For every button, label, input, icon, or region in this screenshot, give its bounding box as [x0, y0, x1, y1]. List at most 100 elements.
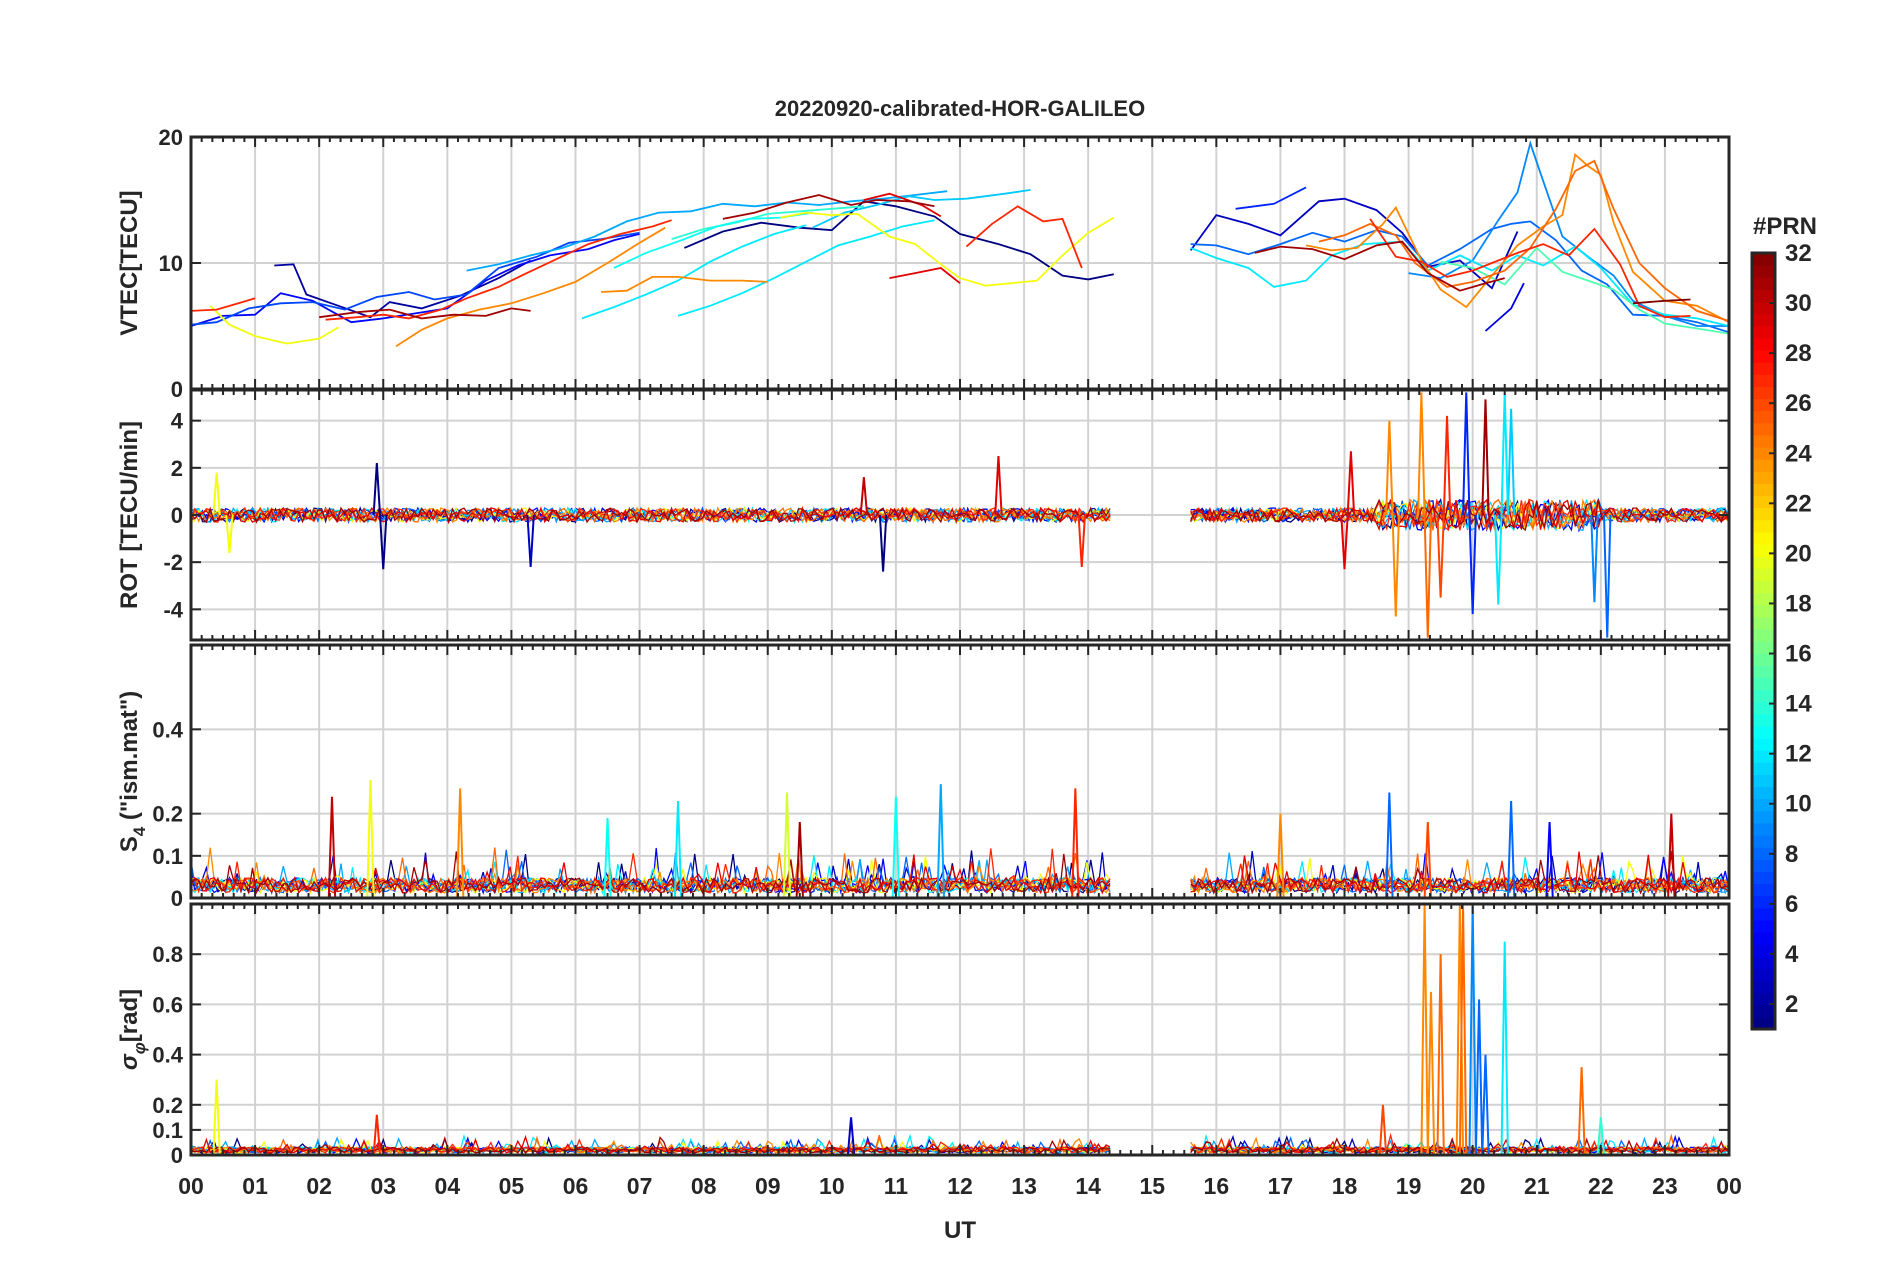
colorbar-step [1752, 495, 1775, 509]
x-tick-label: 15 [1139, 1173, 1165, 1199]
y-axis-label: ROT [TECU/min] [116, 421, 143, 609]
spike-prn-24 [1426, 991, 1436, 1155]
series-line-prn-12 [677, 219, 935, 317]
colorbar-step [1752, 774, 1775, 788]
colorbar-step [1752, 1016, 1775, 1030]
spike-prn-26 [1436, 514, 1445, 598]
y-tick-label: 20 [159, 125, 183, 150]
colorbar-step [1752, 568, 1775, 581]
series-line-prn-31 [319, 307, 531, 320]
spike-prn-20 [212, 472, 221, 516]
colorbar-step [1752, 810, 1775, 824]
colorbar-tick-label: 14 [1785, 691, 1812, 718]
series-line-prn-27 [325, 219, 672, 321]
colorbar-step [1752, 835, 1775, 848]
series-line-prn-31 [1254, 240, 1505, 292]
colorbar-tick-label: 26 [1785, 390, 1812, 417]
colorbar-tick-label: 30 [1785, 290, 1812, 317]
spike-prn-24 [1420, 904, 1429, 1155]
spike-prn-19 [782, 792, 792, 898]
colorbar-tick-label: 24 [1785, 440, 1812, 467]
spike-prn-12 [1500, 941, 1509, 1155]
colorbar-step [1752, 883, 1775, 897]
spike-prn-1 [372, 463, 382, 516]
x-tick-label: 17 [1268, 1173, 1294, 1199]
series-line-prn-27 [191, 297, 256, 312]
series-line-prn-24 [395, 226, 666, 347]
spike-prn-1 [878, 514, 888, 572]
colorbar-label: #PRN [1753, 213, 1817, 240]
colorbar-step [1752, 253, 1775, 266]
series-line-prn-24 [601, 276, 768, 293]
colorbar-step [1752, 362, 1775, 375]
panel-s4: 0 0.1 0.2 0.4S4 ("ism.mat") [116, 643, 1731, 911]
colorbar-tick-label: 16 [1785, 641, 1812, 668]
spike-prn-24 [1391, 514, 1400, 617]
series-line-prn-6 [1235, 186, 1307, 210]
y-tick-label: 0 [171, 377, 183, 402]
y-tick-label: 0.2 [152, 802, 183, 827]
panel-rot: -4 -2 0 2 4 ROT [TECU/min] [116, 388, 1731, 642]
series-line-prn-14 [671, 205, 864, 240]
x-tick-label: 21 [1524, 1173, 1550, 1199]
data-layer [191, 392, 1729, 638]
colorbar-step [1752, 410, 1775, 424]
x-tick-label: 07 [627, 1173, 653, 1199]
colorbar-step [1752, 434, 1775, 448]
colorbar-step [1752, 422, 1775, 436]
y-tick-label: 2 [171, 456, 183, 481]
y-tick-label: -4 [163, 597, 183, 622]
panel-sigma-phi: 00.10.2 0.4 0.6 0.8σφ[rad] [116, 902, 1731, 1168]
colorbar-step [1752, 616, 1775, 630]
colorbar-step [1752, 738, 1775, 751]
x-tick-label: 00 [1716, 1173, 1742, 1199]
spike-prn-9 [1590, 514, 1599, 603]
x-tick-label: 18 [1332, 1173, 1358, 1199]
series-line-prn-5 [191, 233, 640, 327]
x-tick-label: 10 [819, 1173, 845, 1199]
colorbar-tick-label: 10 [1785, 791, 1812, 818]
spike-prn-20 [212, 1079, 221, 1155]
spike-prn-29 [1340, 514, 1349, 570]
colorbar-step [1752, 507, 1775, 521]
x-tick-label: 19 [1396, 1173, 1422, 1199]
spike-prn-24 [1455, 904, 1465, 1155]
colorbar-step [1752, 471, 1775, 484]
spike-prn-8 [1603, 514, 1612, 638]
colorbar-step [1752, 604, 1775, 618]
spike-prn-6 [1462, 392, 1471, 516]
colorbar-frame [1750, 251, 1777, 1031]
x-axis-ticks: 00 01 02 03 04 05 06 07 08 09 10 11 12 13 14 15 16 17 18 19… [178, 1173, 1742, 1199]
grid-lines [190, 904, 1730, 1156]
series-line-prn-31 [722, 194, 935, 220]
grid-lines [190, 645, 1730, 899]
spike-prn-11 [1506, 408, 1516, 516]
spike-prn-12 [1500, 392, 1509, 516]
x-tick-label: 09 [755, 1173, 781, 1199]
spike-prn-13 [603, 817, 612, 898]
spike-prn-8 [1474, 999, 1484, 1155]
spike-prn-6 [1468, 514, 1477, 615]
colorbar-tick-label: 28 [1785, 340, 1812, 367]
y-tick-label: 0.4 [152, 1043, 183, 1068]
spike-prn-27 [1442, 415, 1452, 516]
series-line-prn-20 [780, 211, 1115, 287]
x-tick-label: 20 [1460, 1173, 1486, 1199]
spike-prn-20 [366, 779, 375, 898]
colorbar-step [1752, 701, 1775, 715]
y-tick-label: 0 [171, 503, 183, 528]
y-tick-label: 0.1 [152, 844, 183, 869]
colorbar-step [1752, 725, 1775, 739]
colorbar-step [1752, 847, 1775, 860]
x-axis-label: UT [944, 1217, 976, 1244]
colorbar-step [1752, 325, 1775, 339]
noise-trace-prn-31 [191, 498, 1729, 532]
spike-prn-24 [1417, 392, 1426, 516]
chart-title: 20220920-calibrated-HOR-GALILEO [775, 96, 1145, 121]
spike-prn-20 [225, 514, 234, 553]
series-line-prn-29 [863, 192, 942, 218]
y-tick-label: 4 [171, 409, 184, 434]
colorbar-tick-label: 8 [1785, 841, 1798, 868]
x-tick-label: 05 [499, 1173, 525, 1199]
